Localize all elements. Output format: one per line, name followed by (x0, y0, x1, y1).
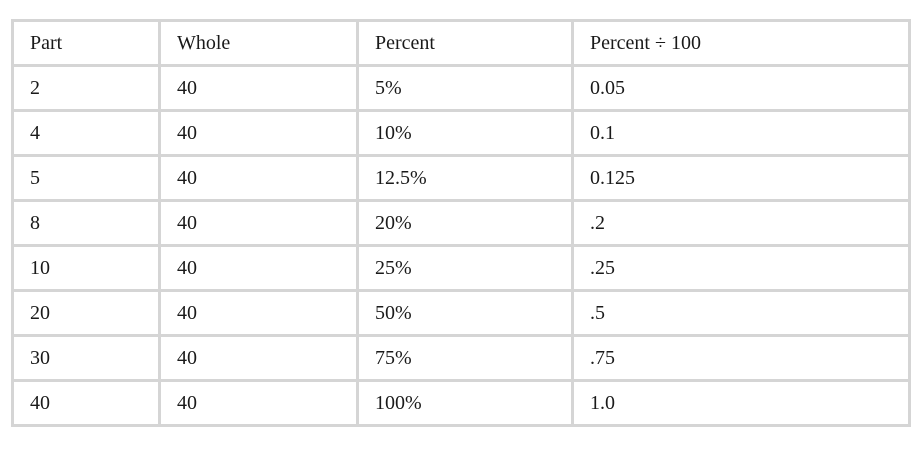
header-row: Part Whole Percent Percent ÷ 100 (11, 19, 911, 67)
cell-decimal: 0.1 (571, 109, 911, 157)
cell-whole: 40 (158, 334, 359, 382)
table-row: 10 40 25% .25 (11, 244, 911, 292)
table-container: Part Whole Percent Percent ÷ 100 2 40 5%… (11, 19, 911, 427)
cell-decimal: 0.05 (571, 64, 911, 112)
cell-decimal: 0.125 (571, 154, 911, 202)
header-percent: Percent (356, 19, 574, 67)
cell-percent: 5% (356, 64, 574, 112)
cell-decimal: 1.0 (571, 379, 911, 427)
header-whole: Whole (158, 19, 359, 67)
table-row: 4 40 10% 0.1 (11, 109, 911, 157)
header-part: Part (11, 19, 161, 67)
cell-whole: 40 (158, 244, 359, 292)
cell-percent: 25% (356, 244, 574, 292)
cell-decimal: .2 (571, 199, 911, 247)
cell-percent: 75% (356, 334, 574, 382)
cell-percent: 10% (356, 109, 574, 157)
cell-percent: 50% (356, 289, 574, 337)
cell-whole: 40 (158, 289, 359, 337)
table-row: 20 40 50% .5 (11, 289, 911, 337)
cell-part: 8 (11, 199, 161, 247)
cell-part: 20 (11, 289, 161, 337)
percent-table: Part Whole Percent Percent ÷ 100 2 40 5%… (11, 19, 911, 427)
cell-part: 4 (11, 109, 161, 157)
table-row: 8 40 20% .2 (11, 199, 911, 247)
table-row: 30 40 75% .75 (11, 334, 911, 382)
cell-part: 5 (11, 154, 161, 202)
cell-decimal: .5 (571, 289, 911, 337)
table-row: 2 40 5% 0.05 (11, 64, 911, 112)
cell-part: 2 (11, 64, 161, 112)
cell-decimal: .75 (571, 334, 911, 382)
table-row: 40 40 100% 1.0 (11, 379, 911, 427)
table-row: 5 40 12.5% 0.125 (11, 154, 911, 202)
cell-whole: 40 (158, 199, 359, 247)
cell-whole: 40 (158, 379, 359, 427)
cell-part: 40 (11, 379, 161, 427)
cell-part: 30 (11, 334, 161, 382)
cell-whole: 40 (158, 64, 359, 112)
cell-whole: 40 (158, 109, 359, 157)
cell-part: 10 (11, 244, 161, 292)
cell-percent: 100% (356, 379, 574, 427)
header-percent-div-100: Percent ÷ 100 (571, 19, 911, 67)
cell-whole: 40 (158, 154, 359, 202)
cell-percent: 20% (356, 199, 574, 247)
cell-percent: 12.5% (356, 154, 574, 202)
cell-decimal: .25 (571, 244, 911, 292)
